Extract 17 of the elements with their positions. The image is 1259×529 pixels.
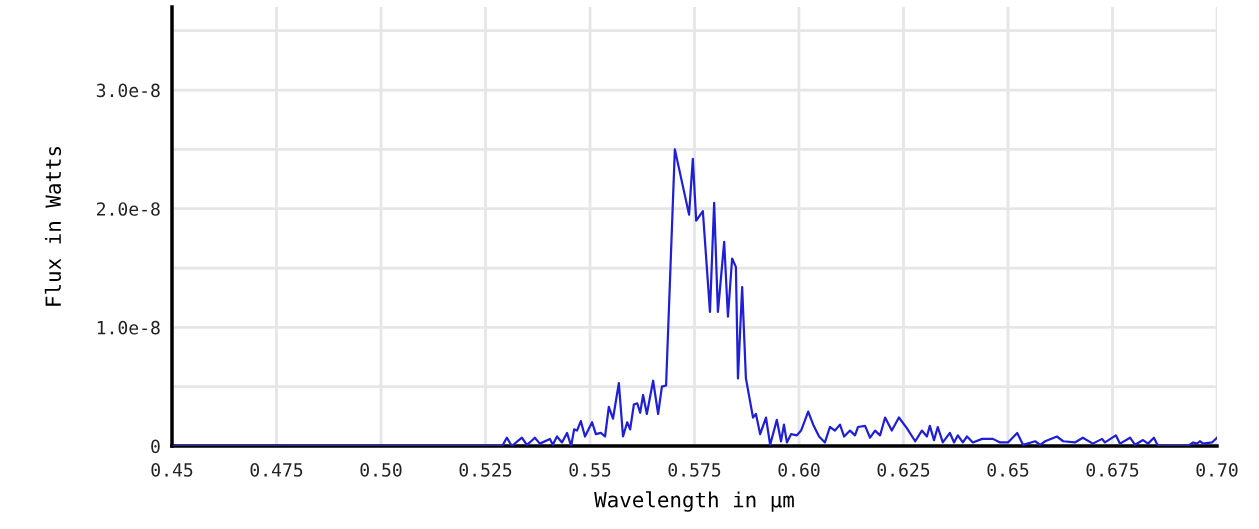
x-tick-label: 0.525 — [459, 463, 512, 477]
x-tick-label: 0.45 — [151, 463, 193, 477]
x-tick-label: 0.625 — [877, 463, 930, 477]
x-tick-label: 0.55 — [569, 463, 611, 477]
y-tick-label: 2.0e-8 — [97, 202, 160, 216]
x-tick-label: 0.65 — [987, 463, 1029, 477]
y-axis-title: Flux in Watts — [44, 147, 62, 306]
x-tick-label: 0.675 — [1086, 463, 1139, 477]
y-tick-label: 1.0e-8 — [97, 320, 160, 335]
y-tick-label: 3.0e-8 — [96, 83, 160, 98]
x-tick-label: 0.575 — [668, 463, 721, 477]
y-tick-label: 0 — [151, 439, 160, 454]
x-tick-label: 0.70 — [1196, 463, 1238, 477]
x-tick-label: 0.50 — [360, 463, 402, 477]
x-axis-title: Wavelength in µm — [594, 491, 794, 512]
x-tick-label: 0.60 — [778, 463, 820, 477]
x-tick-label: 0.475 — [250, 463, 303, 477]
